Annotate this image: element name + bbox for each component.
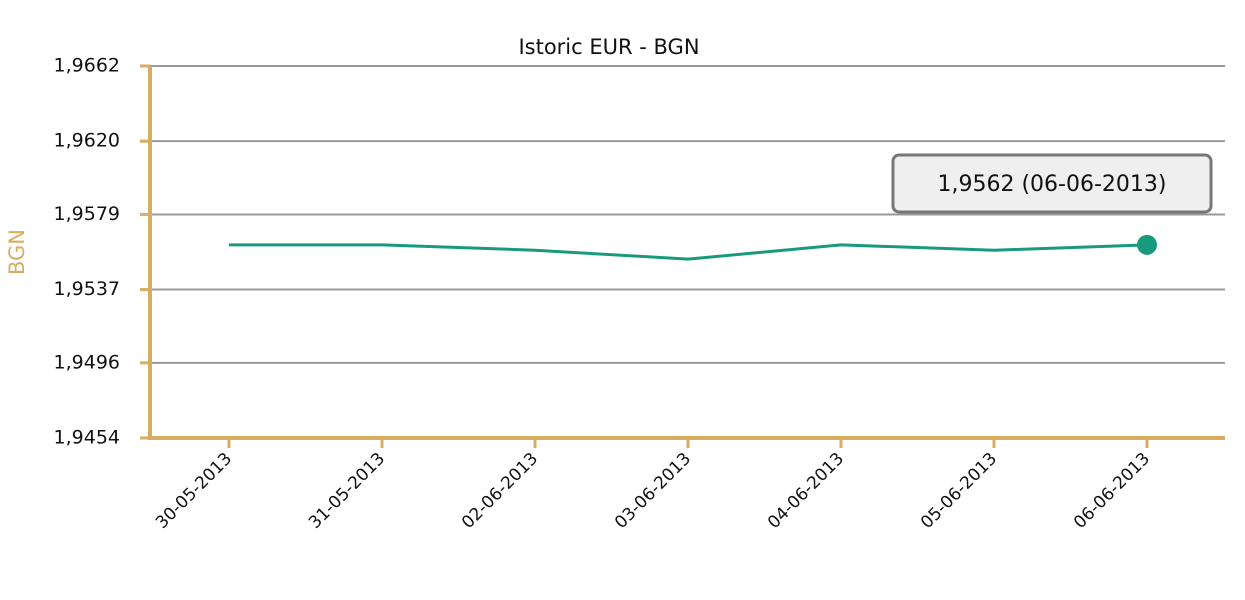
line	[229, 243, 1148, 261]
y-tick-label: 1,9620	[54, 130, 120, 152]
x-tick-label: 05-06-2013	[917, 449, 1001, 533]
x-tick-label: 06-06-2013	[1070, 449, 1154, 533]
y-tick-label: 1,9496	[54, 351, 120, 373]
x-tick-label: 02-06-2013	[458, 449, 542, 533]
tooltip-box	[891, 153, 1213, 214]
x-tick-label: 03-06-2013	[611, 449, 695, 533]
y-tick-label: 1,9579	[54, 203, 120, 225]
marker	[1137, 234, 1157, 255]
tooltip-text: 1,9562 (06-06-2013)	[938, 172, 1167, 197]
y-tick-label: 1,9537	[54, 278, 120, 300]
x-tick-label: 04-06-2013	[764, 449, 848, 533]
x-tick-label: 31-05-2013	[305, 449, 389, 533]
chart-title: Istoric EUR - BGN	[518, 35, 699, 59]
y-tick-label: 1,9662	[54, 55, 120, 77]
x-tick-label: 30-05-2013	[152, 449, 236, 533]
y-axis-label: BGN	[5, 229, 29, 275]
y-tick-label: 1,9454	[54, 427, 120, 449]
